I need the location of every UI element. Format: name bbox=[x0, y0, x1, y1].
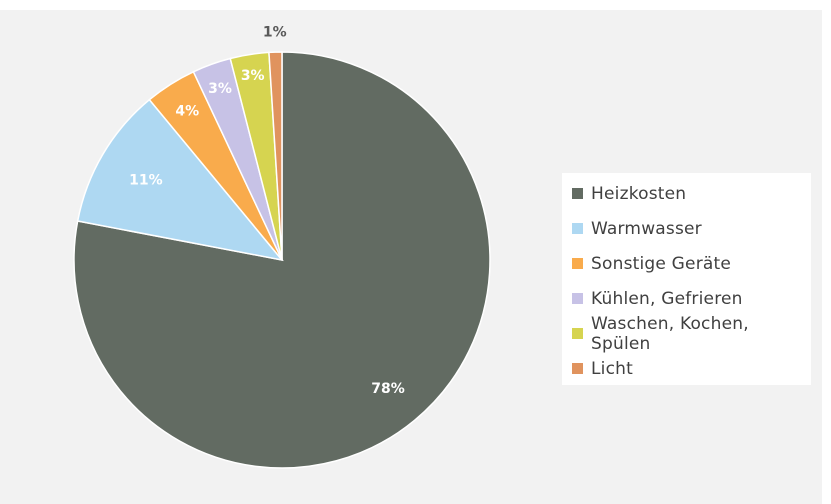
pie-slices bbox=[73, 51, 491, 469]
legend-item-heizkosten: Heizkosten bbox=[572, 176, 811, 211]
legend: Heizkosten Warmwasser Sonstige Geräte Kühle… bbox=[562, 173, 811, 385]
legend-item-warmwasser: Warmwasser bbox=[572, 211, 811, 246]
legend-swatch bbox=[572, 258, 583, 269]
legend-label: Warmwasser bbox=[591, 218, 702, 239]
legend-label: Licht bbox=[591, 358, 633, 379]
legend-label: Heizkosten bbox=[591, 183, 687, 204]
legend-swatch bbox=[572, 328, 583, 339]
pie-labels: 78% 11% 4% 3% 3% 1% bbox=[129, 24, 405, 397]
legend-item-licht: Licht bbox=[572, 351, 811, 386]
legend-label: Sonstige Geräte bbox=[591, 253, 732, 274]
legend-label: Kühlen, Gefrieren bbox=[591, 288, 743, 309]
legend-item-sonstige-geraete: Sonstige Geräte bbox=[572, 246, 811, 281]
pie-chart: 78% 11% 4% 3% 3% 1% bbox=[73, 24, 491, 469]
legend-label: Waschen, Kochen, Spülen bbox=[591, 313, 749, 354]
data-label-warmwasser: 11% bbox=[129, 173, 163, 189]
legend-swatch bbox=[572, 188, 583, 199]
data-label-licht: 1% bbox=[263, 24, 287, 40]
legend-swatch bbox=[572, 293, 583, 304]
chart-area: 78% 11% 4% 3% 3% 1% Heizkosten Warmwasser Sonst… bbox=[0, 10, 822, 504]
data-label-sonstige-geraete: 4% bbox=[175, 104, 199, 120]
pie-slice-licht bbox=[268, 51, 283, 261]
pie-slice-warmwasser bbox=[76, 98, 284, 262]
data-label-heizkosten: 78% bbox=[371, 381, 405, 397]
data-label-kuehlen-gefrieren: 3% bbox=[208, 81, 232, 97]
legend-swatch bbox=[572, 223, 583, 234]
data-label-waschen-kochen-spuelen: 3% bbox=[241, 68, 265, 84]
legend-item-waschen-kochen-spuelen: Waschen, Kochen, Spülen bbox=[572, 313, 811, 354]
legend-item-kuehlen-gefrieren: Kühlen, Gefrieren bbox=[572, 281, 811, 316]
legend-swatch bbox=[572, 363, 583, 374]
